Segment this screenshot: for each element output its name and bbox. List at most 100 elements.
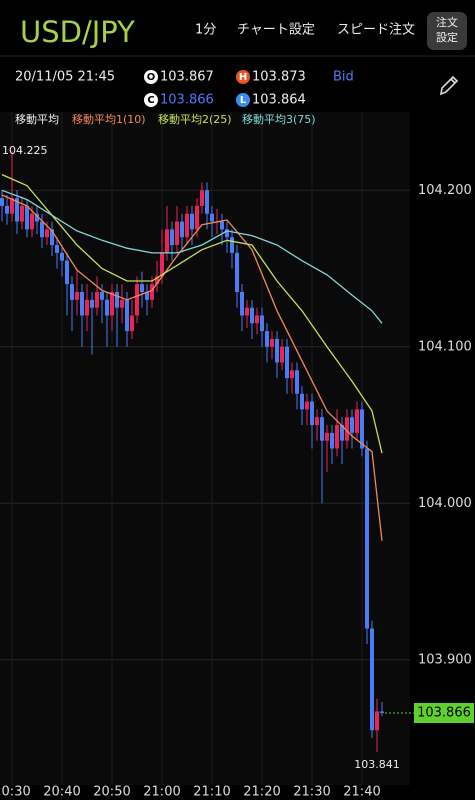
high-icon	[236, 70, 250, 84]
order-settings-label: 注文	[436, 15, 458, 29]
x-tick-label: 21:30	[293, 785, 330, 800]
legend-entry: 移動平均3(75)	[242, 112, 316, 126]
candle-body	[95, 291, 99, 308]
candle-body	[355, 409, 359, 433]
candle-body	[190, 213, 194, 230]
candle-body	[125, 299, 129, 332]
open-icon	[144, 70, 158, 84]
candle-body	[90, 299, 94, 308]
candle-body	[330, 432, 334, 449]
candle-body	[340, 425, 344, 441]
candle-body	[195, 205, 199, 230]
high-value: 103.873	[252, 70, 306, 85]
candle-body	[325, 432, 329, 441]
candle-body	[375, 711, 379, 731]
candle-body	[275, 338, 279, 363]
candle-body	[140, 284, 144, 292]
candle-body	[280, 346, 284, 363]
candle-body	[45, 229, 49, 238]
legend-entry: 移動平均1(10)	[72, 112, 146, 126]
marks	[0, 151, 384, 753]
order-settings-label: 設定	[436, 31, 458, 44]
high-icon-label: H	[239, 72, 247, 83]
x-tick-label: 20:50	[93, 785, 130, 800]
candle-body	[205, 190, 209, 214]
y-tick-label: 104.200	[418, 183, 472, 198]
candle-body	[180, 221, 184, 238]
close-icon-label: C	[147, 95, 154, 106]
open-value: 103.867	[160, 70, 214, 85]
candle-body	[130, 315, 134, 332]
edit-button[interactable]	[439, 75, 459, 96]
candle-body	[290, 370, 294, 379]
candle-body	[55, 245, 59, 253]
x-tick-label: 20:30	[0, 785, 31, 800]
quote-datetime: 20/11/05 21:45	[15, 70, 115, 85]
chart-settings-button[interactable]: チャート設定	[237, 23, 315, 38]
legend-entry: 移動平均2(25)	[158, 112, 232, 126]
y-tick-label: 104.100	[418, 339, 472, 354]
candle-body	[175, 221, 179, 246]
candle-body	[10, 198, 14, 214]
candle-body	[210, 213, 214, 222]
candle-body	[80, 291, 84, 316]
y-tick-label: 104.000	[418, 496, 472, 511]
candle-body	[25, 205, 29, 230]
ma-line	[1, 194, 383, 541]
x-tick-label: 21:20	[243, 785, 280, 800]
candle-body	[70, 284, 74, 300]
candle-body	[115, 291, 119, 308]
pencil-icon	[439, 75, 459, 96]
candle-body	[320, 417, 324, 441]
candle-body	[15, 198, 19, 222]
last-price-label: 103.866	[417, 706, 471, 721]
candle-body	[285, 346, 289, 379]
low-value: 103.864	[252, 93, 306, 108]
overlay: 移動平均1(10) 移動平均2(25) 移動平均3(75) 103.900 104.00…	[0, 112, 474, 800]
speed-order-button[interactable]: スピード注文	[337, 23, 415, 38]
candle-body	[150, 284, 154, 300]
timeframe-button[interactable]: 1分	[195, 23, 216, 38]
candle-body	[85, 299, 89, 316]
candle-body	[230, 237, 234, 253]
candle-body	[145, 291, 149, 300]
x-tick-label: 21:00	[143, 785, 180, 800]
order-settings-button[interactable]	[427, 12, 467, 50]
candle-body	[35, 213, 39, 222]
candle-body	[260, 315, 264, 332]
candle-body	[250, 307, 254, 324]
price-side: Bid	[333, 70, 354, 85]
candle-body	[265, 331, 269, 347]
candle-body	[225, 229, 229, 238]
candle-body	[20, 205, 24, 222]
candle-body	[160, 252, 164, 277]
candle-body	[360, 409, 364, 449]
candle-body	[305, 401, 309, 410]
candle-body	[65, 260, 69, 285]
candle-body	[75, 291, 79, 300]
candle-body	[120, 299, 124, 308]
candle-body	[185, 213, 189, 238]
candle-body	[295, 370, 299, 394]
open-icon-label: O	[147, 72, 156, 83]
candle-body	[100, 291, 104, 300]
candle-body	[370, 628, 374, 731]
candle-body	[110, 291, 114, 316]
candle-body	[270, 338, 274, 347]
candle-body	[240, 291, 244, 316]
ma-line	[1, 174, 383, 454]
candle-body	[245, 307, 249, 316]
candle-body	[300, 393, 304, 410]
candle-body	[335, 425, 339, 449]
candle-body	[380, 711, 384, 714]
high-label: 104.225	[2, 144, 48, 157]
candle-body	[310, 401, 314, 426]
candle-body	[165, 229, 169, 253]
candle-body	[200, 190, 204, 206]
candle-body	[350, 417, 354, 433]
low-label: 103.841	[354, 758, 400, 771]
y-tick-label: 103.900	[418, 652, 472, 667]
candle-body	[345, 417, 349, 441]
low-icon	[236, 93, 250, 107]
